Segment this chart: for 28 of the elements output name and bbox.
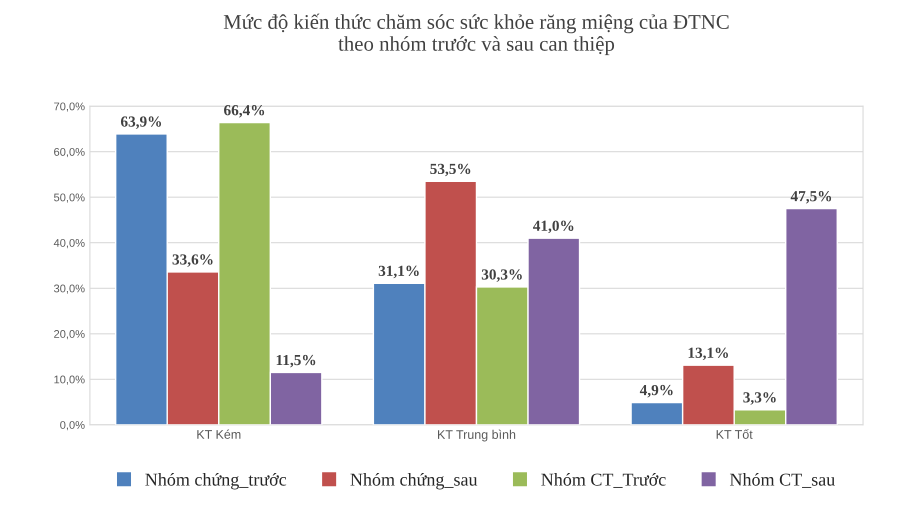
y-tick-label: 30,0%: [54, 284, 85, 294]
x-tick-label: KT Kém: [197, 430, 240, 439]
legend-label: Nhóm chứng_sau: [350, 472, 478, 490]
data-label: 47,5%: [790, 191, 832, 204]
legend-label: Nhóm chứng_trước: [145, 472, 286, 490]
data-label: 41,0%: [532, 220, 574, 234]
x-tick-label: KT Trung bình: [438, 430, 516, 442]
data-label: 66,4%: [224, 105, 264, 118]
y-tick-label: 0,0%: [60, 421, 85, 430]
legend-label: Nhóm CT_sau: [730, 472, 835, 488]
data-label: 4,9%: [640, 384, 673, 398]
data-label: 53,5%: [430, 164, 470, 176]
data-label: 63,9%: [120, 116, 162, 129]
y-tick-label: 50,0%: [54, 193, 85, 203]
data-label: 30,3%: [482, 269, 522, 282]
data-label: 3,3%: [743, 392, 776, 405]
chart-title: Mức độ kiến thức chăm sóc sức khỏe răng miệng của ĐTNC theo nhóm trước và sau can thiệp: [224, 14, 729, 56]
data-label: 31,1%: [378, 266, 419, 278]
data-label: 33,6%: [172, 254, 213, 267]
y-tick-label: 40,0%: [54, 239, 85, 248]
y-tick-label: 60,0%: [54, 148, 85, 158]
x-tick-label: KT Tốt: [716, 429, 753, 439]
y-tick-label: 10,0%: [54, 376, 85, 385]
data-label: 13,1%: [688, 348, 728, 360]
y-tick-label: 20,0%: [54, 330, 85, 340]
legend-label: Nhóm CT_Trước: [541, 472, 666, 488]
data-label: 11,5%: [276, 354, 316, 368]
y-tick-label: 70,0%: [54, 102, 85, 112]
